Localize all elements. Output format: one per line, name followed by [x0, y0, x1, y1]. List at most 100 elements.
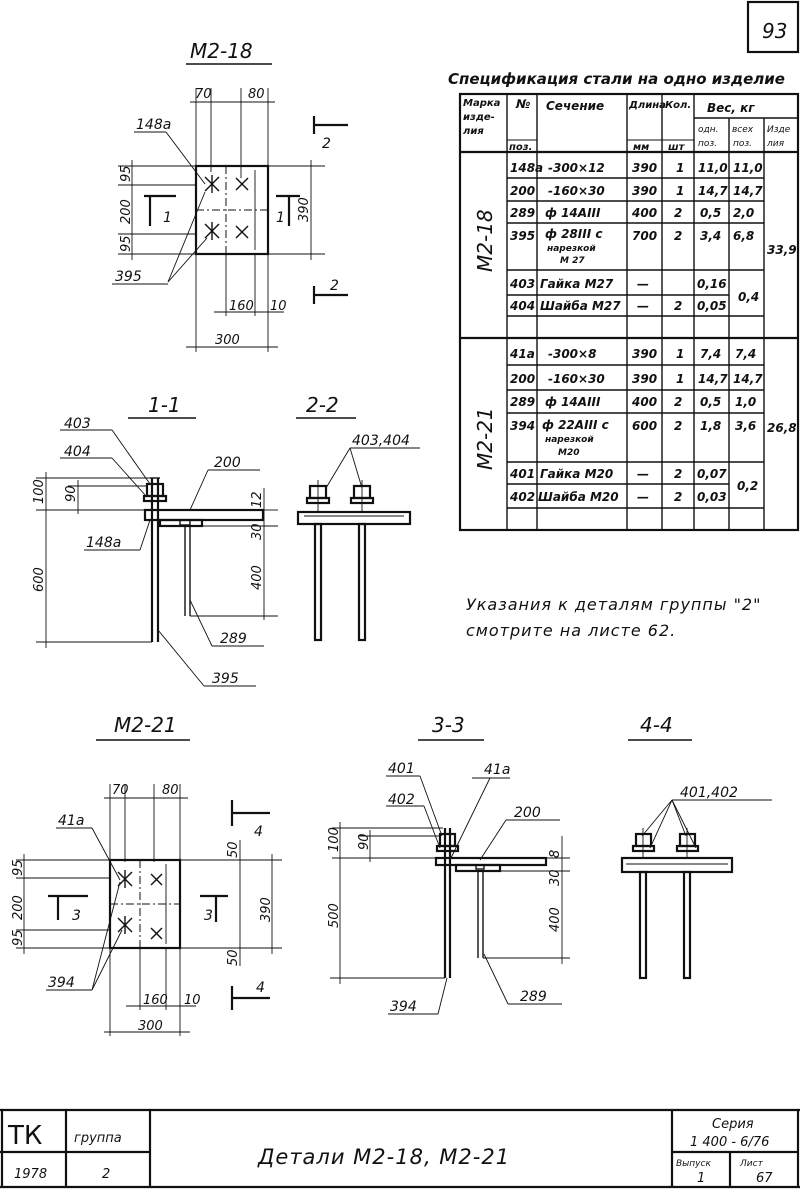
table-cell: 1,8: [700, 419, 721, 433]
cut-mark-4-top: 4: [254, 824, 263, 840]
cut-mark-1-left: 1: [163, 210, 172, 226]
pos-394-s33: 394: [390, 999, 417, 1015]
sheet-number-box: [746, 0, 800, 54]
table-cell: 2: [674, 299, 682, 313]
view-title-m2-18: М2-18: [190, 39, 253, 63]
hdr-w-one-1: одн.: [698, 125, 718, 135]
table-cell: 2,0: [733, 206, 754, 220]
view-title-m2-21: М2-21: [114, 713, 177, 737]
table-cell: 289: [510, 206, 535, 220]
table-cell: 401: [509, 467, 535, 481]
dim-300: 300: [215, 333, 240, 348]
dim-10: 10: [270, 299, 287, 314]
spec-table-headers: Марка изде- лия № поз. Сечение Длина мм …: [463, 97, 791, 153]
table-cell: 0,4: [738, 290, 759, 304]
table-cell: 14,7: [698, 372, 728, 386]
stamp-series-label: Серия: [712, 1117, 754, 1132]
table-cell: 2: [674, 490, 682, 504]
table-cell: Гайка М27: [540, 277, 614, 291]
table-cell: Гайка М20: [540, 467, 613, 481]
table-cell: 14,7: [698, 184, 728, 198]
table-cell: 148а: [510, 161, 543, 175]
hdr-section: Сечение: [546, 99, 604, 113]
dim-200-m221: 200: [11, 895, 26, 920]
table-cell: 2: [674, 229, 682, 243]
hdr-w-all-1: всех: [732, 125, 754, 135]
table-cell: нарезкой: [545, 435, 594, 445]
table-cell: 6,8: [733, 229, 754, 243]
table-cell: 400: [631, 206, 657, 220]
view-m2-18-plan: М2-18 70 80 95 200 95 1: [112, 39, 348, 352]
rod-symbol: [117, 870, 163, 940]
pos-402: 402: [388, 792, 415, 808]
table-cell: 7,4: [735, 347, 756, 361]
table-cell: 7,4: [700, 347, 721, 361]
pos-41a-section: 41а: [484, 762, 510, 778]
dim-80: 80: [248, 87, 265, 102]
note-line-1: Указания к деталям группы "2": [466, 595, 761, 614]
stamp-year: 1978: [14, 1167, 47, 1182]
pos-200: 200: [214, 455, 241, 471]
table-cell: —: [637, 299, 649, 313]
view-section-4-4: 4-4 401,402: [620, 713, 772, 980]
table-cell: 390: [632, 372, 657, 386]
table-cell: 403: [509, 277, 535, 291]
table-cell: 2: [674, 206, 682, 220]
stamp-name: Детали М2-18, М2-21: [257, 1145, 510, 1169]
hdr-pos-2: поз.: [509, 142, 532, 153]
pos-403: 403: [64, 416, 91, 432]
dim-70-m221: 70: [112, 783, 129, 798]
table-cell: 1,0: [735, 395, 756, 409]
view-section-1-1: 1-1 100 90 600 12 30 400 403: [32, 393, 278, 687]
table-cell: 14,7: [733, 372, 763, 386]
dim-160-m221: 160: [143, 993, 168, 1008]
hdr-w-item-2: лия: [766, 139, 785, 149]
table-cell: ф 14АIII: [545, 206, 601, 220]
stamp-sheet-label: Лист: [739, 1159, 764, 1169]
table-cell: -300×12: [548, 161, 605, 175]
table-cell: 1: [676, 372, 684, 386]
table-cell: нарезкой: [547, 244, 596, 254]
rod-symbol: [204, 175, 249, 240]
dim-400: 400: [250, 565, 265, 590]
table-cell: 0,05: [697, 299, 727, 313]
dim-95-bottom-m221: 95: [11, 929, 26, 946]
spec-group-total-1: 33,9: [767, 243, 797, 257]
hdr-w-all-2: поз.: [733, 139, 752, 149]
spec-group-total-2: 26,8: [767, 421, 797, 435]
table-cell: 390: [632, 161, 657, 175]
spec-group-mark-2: М2-21: [473, 407, 497, 470]
hdr-qty-2: шт: [668, 142, 686, 153]
dim-390: 390: [297, 197, 312, 222]
hdr-length-1: Длина: [628, 100, 666, 111]
pos-395: 395: [115, 269, 142, 285]
spec-table: [458, 92, 800, 532]
table-cell: 0,5: [700, 395, 721, 409]
table-cell: 11,0: [698, 161, 728, 175]
pos-200-s33: 200: [514, 805, 541, 821]
dim-160: 160: [229, 299, 254, 314]
table-cell: 394: [510, 419, 535, 433]
stamp-series-value: 1 400 - 6/76: [690, 1135, 769, 1150]
dim-12: 12: [250, 491, 265, 508]
view-section-3-3: 3-3 100 90 500 8 30 400 401 402 41: [327, 713, 570, 1015]
view-title-2-2: 2-2: [306, 393, 339, 417]
table-cell: ф 14АIII: [545, 395, 601, 409]
table-cell: 3,4: [700, 229, 721, 243]
table-cell: 395: [510, 229, 535, 243]
table-cell: -160×30: [548, 372, 605, 386]
table-cell: Шайба М27: [540, 299, 621, 313]
table-cell: 14,7: [733, 184, 763, 198]
cut-mark-4-bottom: 4: [256, 980, 265, 996]
hdr-w-one-2: поз.: [698, 139, 717, 149]
table-cell: 400: [631, 395, 657, 409]
note-line-2: смотрите на листе 62.: [466, 621, 676, 640]
table-cell: 0,03: [697, 490, 727, 504]
table-cell: —: [637, 277, 649, 291]
cut-mark-2-top: 2: [322, 136, 331, 152]
dim-200: 200: [119, 199, 134, 224]
table-cell: 200: [510, 372, 535, 386]
dim-390-m221: 390: [259, 897, 274, 922]
table-cell: 11,0: [733, 161, 763, 175]
